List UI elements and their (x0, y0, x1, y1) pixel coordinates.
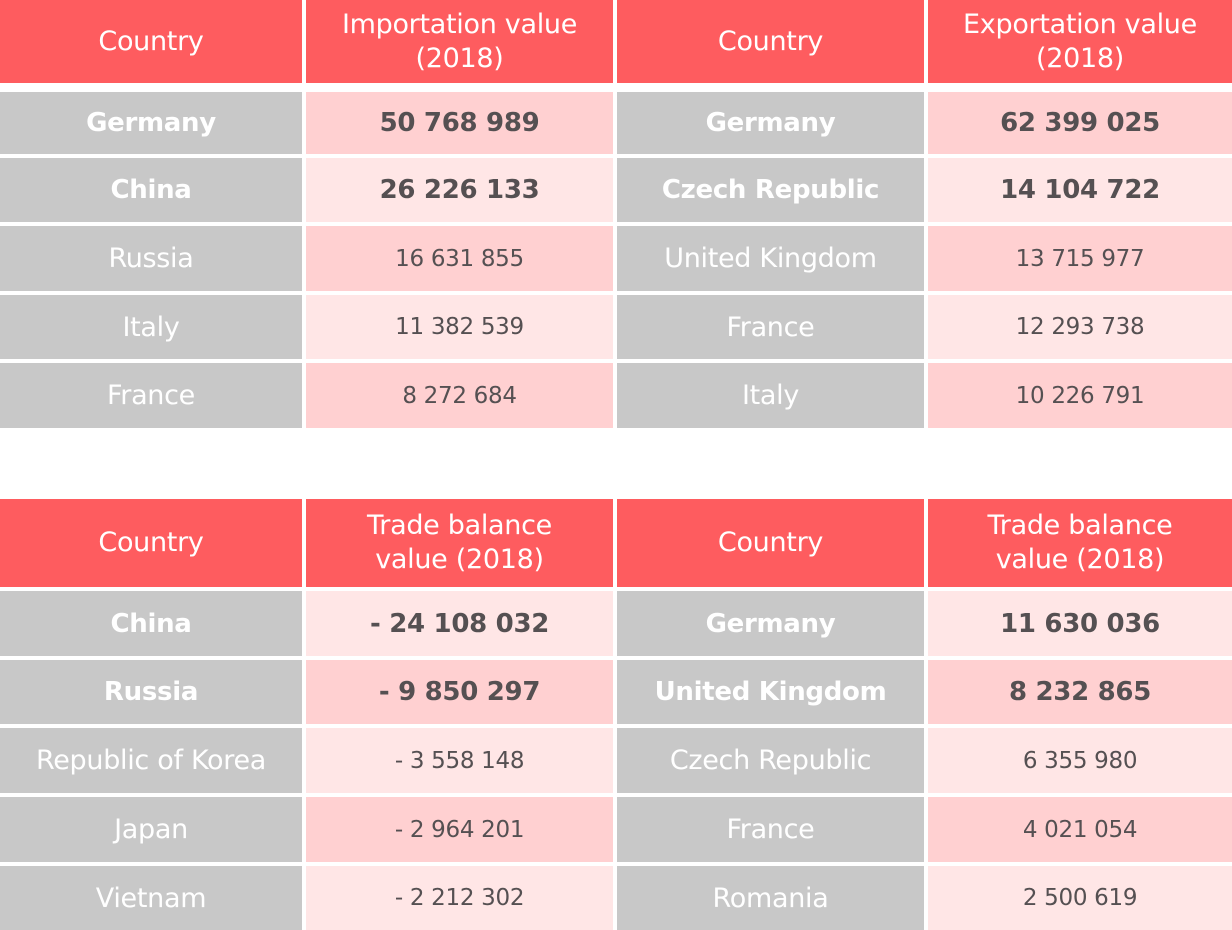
imports-header-value: Importation value (2018) (306, 0, 613, 83)
exports-country: Italy (617, 363, 924, 428)
imports-country: Germany (0, 92, 302, 154)
balance-neg-country: Japan (0, 797, 302, 862)
balance-neg-value: - 2 964 201 (306, 797, 613, 862)
imports-value: 8 272 684 (306, 363, 613, 428)
imports-country: France (0, 363, 302, 428)
table-row: Germany 50 768 989 Germany 62 399 025 (0, 92, 1232, 154)
imports-country: Italy (0, 295, 302, 359)
exports-country: France (617, 295, 924, 359)
top-header-row: Country Importation value (2018) Country… (0, 0, 1232, 83)
exports-value: 10 226 791 (928, 363, 1232, 428)
balance-neg-value: - 24 108 032 (306, 591, 613, 656)
table-row: Vietnam - 2 212 302 Romania 2 500 619 (0, 866, 1232, 930)
balance-pos-country: Czech Republic (617, 728, 924, 793)
table-row: France 8 272 684 Italy 10 226 791 (0, 363, 1232, 428)
imports-header-country: Country (0, 0, 302, 83)
table-row: Russia - 9 850 297 United Kingdom 8 232 … (0, 660, 1232, 724)
balance-pos-country: Romania (617, 866, 924, 930)
balance-neg-country: Republic of Korea (0, 728, 302, 793)
table-row: China 26 226 133 Czech Republic 14 104 7… (0, 158, 1232, 222)
table-row: Republic of Korea - 3 558 148 Czech Repu… (0, 728, 1232, 793)
balance-pos-header-country: Country (617, 499, 924, 587)
balance-neg-header-country: Country (0, 499, 302, 587)
balance-pos-value: 8 232 865 (928, 660, 1232, 724)
exports-country: United Kingdom (617, 226, 924, 291)
balance-neg-country: China (0, 591, 302, 656)
exports-value: 14 104 722 (928, 158, 1232, 222)
exports-country: Germany (617, 92, 924, 154)
balance-pos-header-value: Trade balance value (2018) (928, 499, 1232, 587)
balance-pos-country: Germany (617, 591, 924, 656)
balance-neg-value: - 9 850 297 (306, 660, 613, 724)
exports-value: 13 715 977 (928, 226, 1232, 291)
balance-neg-country: Russia (0, 660, 302, 724)
balance-neg-country: Vietnam (0, 866, 302, 930)
exports-country: Czech Republic (617, 158, 924, 222)
balance-pos-value: 6 355 980 (928, 728, 1232, 793)
balance-pos-country: France (617, 797, 924, 862)
balance-pos-country: United Kingdom (617, 660, 924, 724)
balance-neg-header-value: Trade balance value (2018) (306, 499, 613, 587)
balance-pos-value: 11 630 036 (928, 591, 1232, 656)
balance-pos-value: 4 021 054 (928, 797, 1232, 862)
exports-value: 62 399 025 (928, 92, 1232, 154)
balance-neg-value: - 3 558 148 (306, 728, 613, 793)
imports-value: 50 768 989 (306, 92, 613, 154)
imports-value: 26 226 133 (306, 158, 613, 222)
imports-country: China (0, 158, 302, 222)
balance-neg-value: - 2 212 302 (306, 866, 613, 930)
table-row: China - 24 108 032 Germany 11 630 036 (0, 591, 1232, 656)
imports-value: 11 382 539 (306, 295, 613, 359)
exports-value: 12 293 738 (928, 295, 1232, 359)
imports-country: Russia (0, 226, 302, 291)
exports-header-country: Country (617, 0, 924, 83)
table-row: Italy 11 382 539 France 12 293 738 (0, 295, 1232, 359)
table-row: Russia 16 631 855 United Kingdom 13 715 … (0, 226, 1232, 291)
imports-value: 16 631 855 (306, 226, 613, 291)
bottom-header-row: Country Trade balance value (2018) Count… (0, 499, 1232, 587)
exports-header-value: Exportation value (2018) (928, 0, 1232, 83)
balance-pos-value: 2 500 619 (928, 866, 1232, 930)
table-row: Japan - 2 964 201 France 4 021 054 (0, 797, 1232, 862)
